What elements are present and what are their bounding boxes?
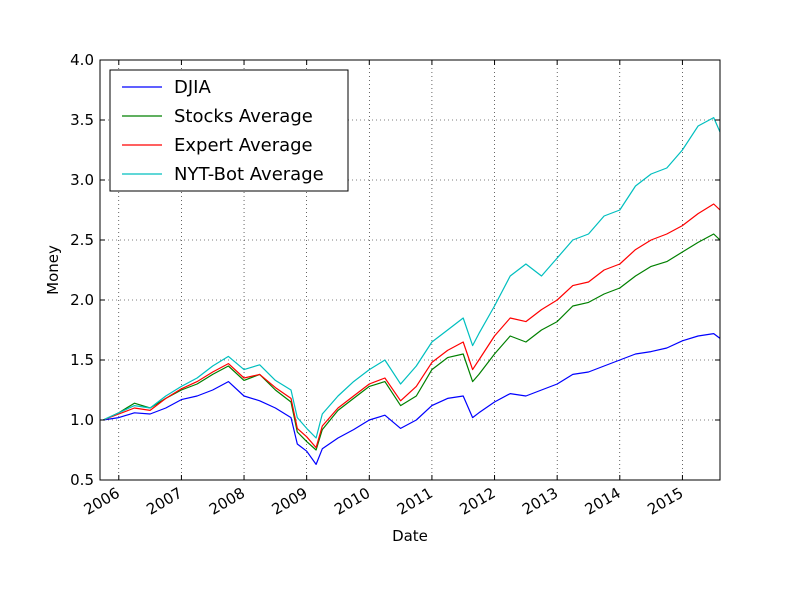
x-tick-label: 2008 (206, 484, 248, 519)
legend: DJIA Stocks Average Expert Average NYT-Bot … (109, 69, 349, 192)
y-tick-label: 0.5 (70, 471, 94, 489)
y-tick-label: 4.0 (70, 51, 94, 69)
series-line-4 (102, 116, 721, 439)
x-tick-label: 2012 (456, 484, 498, 519)
x-tick-label: 2007 (143, 484, 185, 519)
series-line-1 (103, 333, 721, 465)
x-tick-label: 2015 (644, 484, 686, 519)
plot-frame (99, 59, 721, 481)
legend-label: Expert Average (174, 135, 313, 156)
x-tick-label: 2013 (519, 484, 561, 519)
y-tick-label: 1.5 (70, 351, 94, 369)
y-tick-label: 3.0 (70, 171, 94, 189)
x-tick-label: 2006 (81, 484, 123, 519)
y-tick-label: 2.0 (70, 291, 94, 309)
legend-box (109, 69, 349, 192)
legend-label: NYT-Bot Average (174, 164, 324, 185)
y-axis-label: Money (44, 245, 62, 295)
x-axis-label: Date (392, 527, 428, 545)
legend-label: DJIA (174, 77, 211, 98)
series-line-3 (102, 203, 721, 449)
x-tick-label: 2010 (331, 484, 373, 519)
x-tick-label: 2009 (269, 484, 311, 519)
y-tick-label: 1.0 (70, 411, 94, 429)
legend-label: Stocks Average (174, 106, 313, 127)
y-tick-label: 3.5 (70, 111, 94, 129)
x-tick-label: 2011 (394, 484, 436, 519)
series-line-2 (102, 233, 721, 451)
x-tick-label: 2014 (582, 484, 624, 519)
y-tick-label: 2.5 (70, 231, 94, 249)
